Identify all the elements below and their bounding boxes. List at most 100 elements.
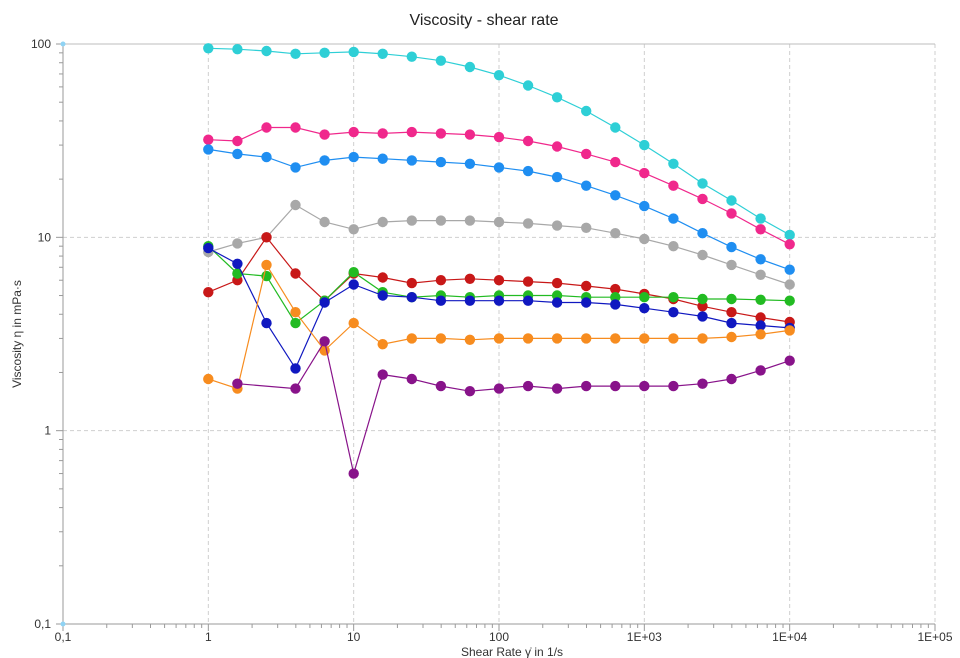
data-point <box>464 386 476 397</box>
data-point <box>581 105 592 117</box>
data-point <box>668 213 679 224</box>
data-point <box>435 275 447 286</box>
axes: 0,1 1 10 100 1E+03 1E+04 1E+05 0,1 1 10 100 <box>31 37 953 644</box>
data-point <box>755 213 766 224</box>
data-point <box>261 232 272 243</box>
data-point <box>610 283 621 295</box>
data-point <box>377 153 388 164</box>
data-point <box>755 329 766 340</box>
data-point <box>493 383 505 394</box>
data-point <box>697 378 708 389</box>
data-point <box>203 373 214 385</box>
data-point <box>610 292 621 303</box>
data-point <box>668 292 679 303</box>
data-point <box>435 128 447 139</box>
data-point <box>464 129 476 140</box>
data-point <box>610 333 621 344</box>
data-point <box>639 292 650 303</box>
data-point <box>406 51 417 62</box>
series-7 <box>203 242 795 374</box>
series-9 <box>232 336 795 479</box>
data-point <box>522 135 534 147</box>
data-point <box>464 334 476 345</box>
data-point <box>755 254 766 265</box>
y-tick-label: 100 <box>31 37 51 51</box>
data-point <box>406 292 417 303</box>
data-point <box>464 215 476 226</box>
data-point <box>406 277 417 289</box>
series-3 <box>203 144 795 275</box>
data-point <box>668 180 679 191</box>
data-point <box>203 134 214 145</box>
data-point <box>581 280 592 292</box>
data-point <box>522 295 534 306</box>
data-point <box>726 208 737 219</box>
data-point <box>726 241 737 253</box>
data-point <box>406 333 417 344</box>
data-point <box>232 44 243 55</box>
data-point <box>522 276 534 287</box>
y-axis-label: Viscosity η in mPa·s <box>10 280 24 388</box>
data-point <box>348 126 359 138</box>
data-point <box>319 129 330 140</box>
data-point <box>435 380 447 392</box>
data-point <box>464 158 476 169</box>
data-point <box>261 259 272 271</box>
data-point <box>581 148 592 160</box>
data-point <box>435 295 447 306</box>
data-point <box>755 269 766 280</box>
data-point <box>784 325 795 336</box>
data-point <box>348 317 359 329</box>
data-point <box>784 295 795 306</box>
y-tick-label: 10 <box>38 230 52 244</box>
data-point <box>726 317 737 329</box>
data-point <box>697 293 708 305</box>
y-tick-label: 0,1 <box>34 617 51 631</box>
data-point <box>261 317 272 329</box>
data-point <box>581 222 592 233</box>
data-point <box>319 297 330 308</box>
data-point <box>639 303 650 314</box>
data-point <box>348 151 359 163</box>
data-point <box>784 355 795 366</box>
data-point <box>290 268 301 279</box>
series-1 <box>203 43 795 241</box>
data-point <box>435 215 447 226</box>
data-point <box>406 126 417 138</box>
data-point <box>290 307 301 318</box>
data-point <box>203 242 214 254</box>
data-point <box>377 339 388 350</box>
data-point <box>290 317 301 329</box>
data-point <box>668 380 679 392</box>
data-point <box>784 279 795 290</box>
data-point <box>203 287 214 298</box>
data-point <box>435 333 447 344</box>
data-point <box>610 190 621 201</box>
data-point <box>290 162 301 173</box>
chart-title: Viscosity - shear rate <box>409 12 558 29</box>
data-point <box>668 307 679 318</box>
data-point <box>668 241 679 252</box>
series-2 <box>203 122 795 250</box>
data-point <box>610 380 621 392</box>
data-point <box>493 295 505 306</box>
data-point <box>261 45 272 57</box>
data-point <box>610 156 621 168</box>
data-point <box>639 233 650 245</box>
data-point <box>261 122 272 133</box>
data-point <box>290 122 301 133</box>
data-point <box>290 199 301 211</box>
data-point <box>639 167 650 179</box>
data-point <box>726 373 737 385</box>
data-point <box>493 216 505 228</box>
data-point <box>581 180 592 191</box>
data-point <box>348 267 359 278</box>
data-point <box>639 139 650 151</box>
x-tick-label: 1E+03 <box>627 630 662 644</box>
data-point <box>697 301 708 312</box>
data-point <box>261 151 272 163</box>
data-point <box>493 131 505 143</box>
data-point <box>522 218 534 229</box>
data-point <box>290 48 301 59</box>
x-tick-label: 10 <box>347 630 361 644</box>
